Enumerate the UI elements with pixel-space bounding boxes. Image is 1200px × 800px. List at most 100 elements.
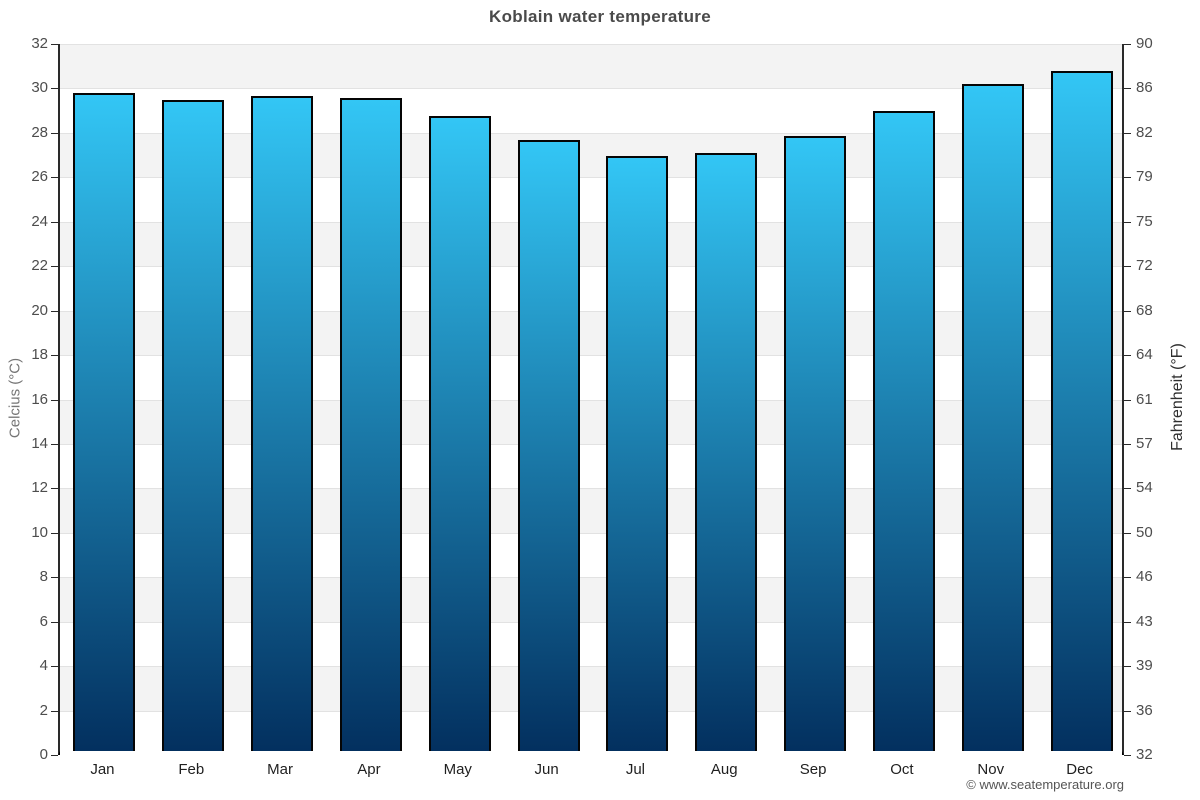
y-tick-mark-left xyxy=(51,621,58,623)
y-tick-label-fahrenheit: 64 xyxy=(1136,346,1153,364)
x-label-feb: Feb xyxy=(178,761,205,778)
x-label-jul: Jul xyxy=(625,761,645,778)
y-tick-mark-left xyxy=(51,710,58,712)
gridline xyxy=(60,399,1122,401)
bar-aug xyxy=(695,153,758,751)
y-tick-label-celsius: 8 xyxy=(39,568,48,586)
y-tick-mark-right xyxy=(1124,88,1131,90)
y-tick-mark-left xyxy=(51,221,58,223)
bar-oct xyxy=(872,111,935,751)
grid-band xyxy=(60,621,1122,667)
grid-band xyxy=(60,310,1122,356)
bar-apr xyxy=(339,97,402,751)
y-tick-mark-right xyxy=(1124,488,1131,490)
y-tick-mark-right xyxy=(1124,755,1131,756)
y-tick-mark-right xyxy=(1124,310,1131,312)
y-tick-mark-right xyxy=(1124,710,1131,712)
y-tick-mark-left xyxy=(51,355,58,357)
copyright-attribution: © www.seatemperature.org xyxy=(966,777,1124,792)
y-tick-label-fahrenheit: 75 xyxy=(1136,212,1153,230)
x-label-oct: Oct xyxy=(890,761,914,778)
y-tick-mark-left xyxy=(51,399,58,401)
bar-dec xyxy=(1050,71,1113,751)
y-tick-mark-left xyxy=(51,443,58,445)
x-label-may: May xyxy=(443,761,472,778)
y-tick-mark-left xyxy=(51,132,58,134)
y-tick-label-fahrenheit: 72 xyxy=(1136,257,1153,275)
bar-jun xyxy=(517,139,580,751)
grid-band xyxy=(60,221,1122,267)
gridline xyxy=(60,310,1122,312)
y-tick-label-celsius: 12 xyxy=(31,479,48,497)
y-tick-mark-left xyxy=(51,44,58,45)
x-label-mar: Mar xyxy=(267,761,293,778)
gridline xyxy=(60,488,1122,490)
x-label-aug: Aug xyxy=(710,761,738,778)
y-tick-mark-right xyxy=(1124,132,1131,134)
y-tick-label-celsius: 14 xyxy=(31,434,48,452)
y-tick-label-celsius: 30 xyxy=(31,79,48,97)
x-label-jun: Jun xyxy=(534,761,559,778)
y-tick-mark-right xyxy=(1124,221,1131,223)
grid-band xyxy=(60,44,1122,89)
grid-band xyxy=(60,177,1122,222)
y-tick-label-celsius: 0 xyxy=(39,746,48,763)
chart-title: Koblain water temperature xyxy=(489,7,711,26)
gridline xyxy=(60,221,1122,223)
grid-band xyxy=(60,88,1122,133)
x-label-jan: Jan xyxy=(90,761,115,778)
y-tick-mark-right xyxy=(1124,266,1131,268)
x-label-dec: Dec xyxy=(1066,761,1093,778)
grid-band xyxy=(60,666,1122,711)
y-tick-label-fahrenheit: 46 xyxy=(1136,568,1153,586)
y-tick-label-fahrenheit: 86 xyxy=(1136,79,1153,97)
y-tick-label-fahrenheit: 61 xyxy=(1136,390,1153,408)
y-tick-label-fahrenheit: 36 xyxy=(1136,701,1153,719)
grid-band xyxy=(60,577,1122,622)
y-tick-mark-left xyxy=(51,755,58,756)
bar-sep xyxy=(784,135,847,751)
bar-feb xyxy=(162,100,225,751)
y-tick-label-celsius: 26 xyxy=(31,168,48,186)
grid-band xyxy=(60,132,1122,178)
y-tick-mark-right xyxy=(1124,355,1131,357)
x-label-sep: Sep xyxy=(799,761,827,778)
y-tick-label-celsius: 28 xyxy=(31,123,48,141)
y-tick-mark-left xyxy=(51,577,58,579)
y-tick-label-fahrenheit: 82 xyxy=(1136,123,1153,141)
y-tick-label-fahrenheit: 43 xyxy=(1136,612,1153,630)
y-tick-label-celsius: 16 xyxy=(31,390,48,408)
gridline xyxy=(60,355,1122,357)
grid-band xyxy=(60,399,1122,444)
y-tick-mark-left xyxy=(51,488,58,490)
gridline xyxy=(60,532,1122,534)
y-tick-mark-left xyxy=(51,532,58,534)
y-tick-label-fahrenheit: 32 xyxy=(1136,746,1153,763)
y-axis-title-fahrenheit: Fahrenheit (°F) xyxy=(1169,343,1186,451)
y-tick-label-fahrenheit: 90 xyxy=(1136,35,1153,52)
gridline xyxy=(60,44,1122,45)
y-tick-mark-right xyxy=(1124,532,1131,534)
y-tick-mark-right xyxy=(1124,577,1131,579)
y-tick-label-fahrenheit: 68 xyxy=(1136,301,1153,319)
y-tick-label-celsius: 4 xyxy=(39,657,48,675)
y-tick-mark-left xyxy=(51,666,58,668)
grid-band xyxy=(60,355,1122,400)
bar-nov xyxy=(961,84,1024,751)
gridline xyxy=(60,177,1122,179)
y-tick-label-celsius: 18 xyxy=(31,346,48,364)
y-tick-label-fahrenheit: 54 xyxy=(1136,479,1153,497)
y-tick-mark-left xyxy=(51,310,58,312)
gridline xyxy=(60,132,1122,134)
y-tick-label-fahrenheit: 57 xyxy=(1136,434,1153,452)
gridline xyxy=(60,266,1122,268)
grid-band xyxy=(60,710,1122,755)
y-tick-mark-left xyxy=(51,266,58,268)
gridline xyxy=(60,621,1122,623)
y-tick-mark-left xyxy=(51,177,58,179)
y-tick-label-celsius: 6 xyxy=(39,612,48,630)
grid-band xyxy=(60,532,1122,578)
y-tick-label-celsius: 22 xyxy=(31,257,48,275)
y-tick-label-fahrenheit: 39 xyxy=(1136,657,1153,675)
y-tick-mark-right xyxy=(1124,443,1131,445)
